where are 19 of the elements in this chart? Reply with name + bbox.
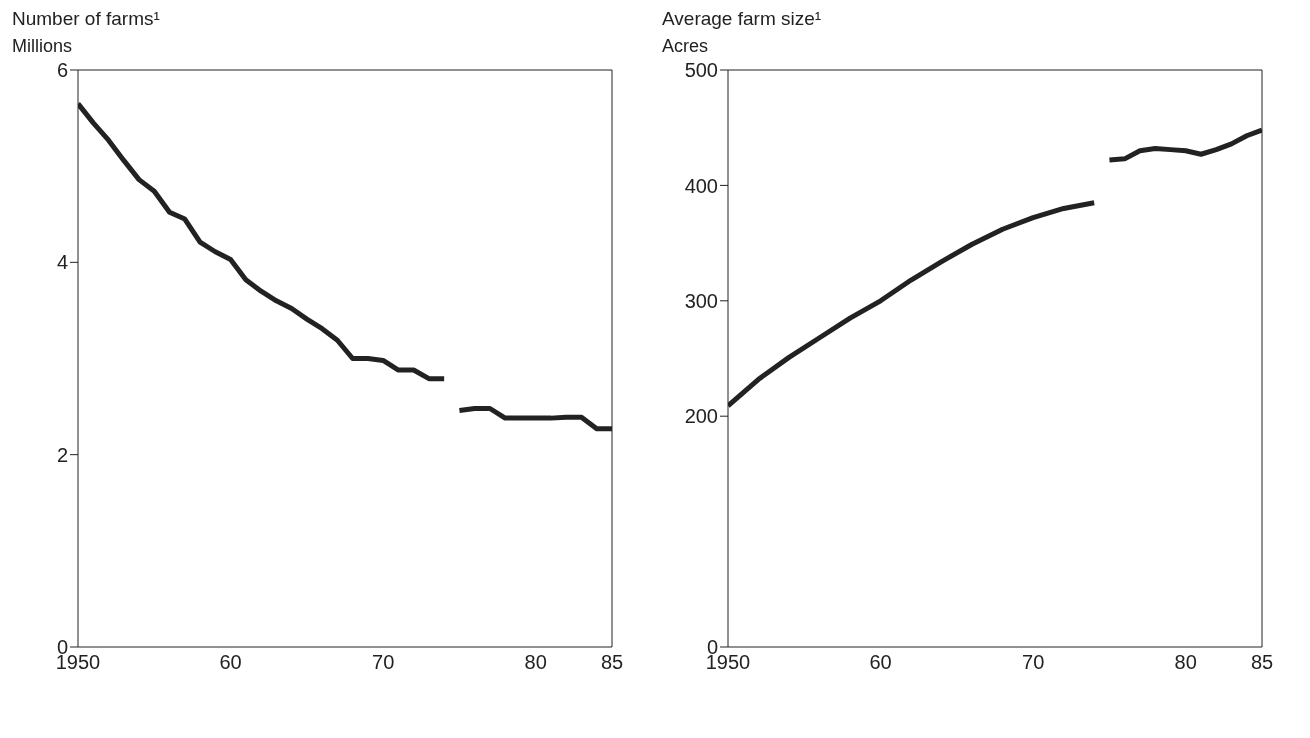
- x-tick-label: 85: [1250, 651, 1274, 674]
- y-axis-title: Millions: [12, 36, 73, 57]
- y-tick-label: 400: [684, 174, 718, 197]
- x-tick-label: 60: [219, 651, 242, 674]
- x-tick-label: 80: [1174, 651, 1197, 674]
- x-tick-label: 80: [524, 651, 547, 674]
- x-tick-label: 60: [869, 651, 892, 674]
- y-tick-label: 300: [684, 289, 718, 312]
- x-tick-label: 70: [372, 651, 395, 674]
- y-axis-title: Acres: [662, 36, 709, 57]
- y-tick-label: 200: [684, 405, 718, 428]
- chart-title: Number of farms¹: [12, 8, 161, 30]
- chart-title: Average farm size¹: [662, 8, 823, 30]
- x-tick-label: 70: [1022, 651, 1045, 674]
- y-tick-label: 500: [684, 59, 718, 82]
- x-tick-label: 85: [600, 651, 624, 674]
- y-tick-label: 6: [56, 59, 68, 82]
- y-tick-label: 4: [56, 251, 68, 274]
- y-tick-label: 2: [56, 443, 68, 466]
